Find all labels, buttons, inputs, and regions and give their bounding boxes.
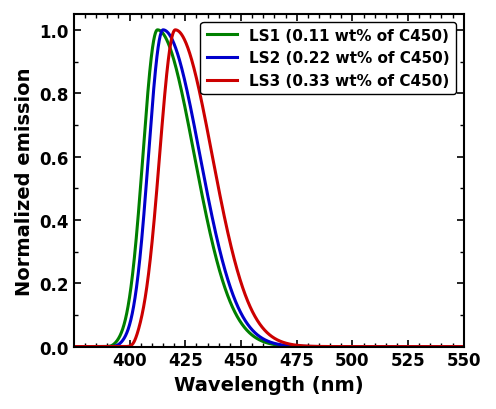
LS1 (0.11 wt% of C450) <box>71 344 77 349</box>
LS1 (0.11 wt% of C450) <box>421 344 427 349</box>
Line: LS3 (0.33 wt% of C450): LS3 (0.33 wt% of C450) <box>74 31 475 347</box>
LS2 (0.22 wt% of C450) <box>242 318 248 323</box>
LS1 (0.11 wt% of C450) <box>242 326 248 331</box>
LS3 (0.33 wt% of C450) <box>225 231 231 236</box>
LS2 (0.22 wt% of C450) <box>421 344 427 349</box>
LS3 (0.33 wt% of C450) <box>472 344 478 349</box>
LS1 (0.11 wt% of C450) <box>225 294 231 299</box>
LS3 (0.33 wt% of C450) <box>140 306 146 310</box>
Line: LS2 (0.22 wt% of C450): LS2 (0.22 wt% of C450) <box>74 31 475 347</box>
LS2 (0.22 wt% of C450) <box>225 277 231 282</box>
LS2 (0.22 wt% of C450) <box>160 28 166 33</box>
LS3 (0.33 wt% of C450) <box>421 344 427 349</box>
LS2 (0.22 wt% of C450) <box>464 344 470 349</box>
LS3 (0.33 wt% of C450) <box>71 344 77 349</box>
Legend: LS1 (0.11 wt% of C450), LS2 (0.22 wt% of C450), LS3 (0.33 wt% of C450): LS1 (0.11 wt% of C450), LS2 (0.22 wt% of… <box>200 22 456 95</box>
LS1 (0.11 wt% of C450) <box>472 344 478 349</box>
LS2 (0.22 wt% of C450) <box>117 342 123 346</box>
LS1 (0.11 wt% of C450) <box>140 146 146 151</box>
LS2 (0.22 wt% of C450) <box>140 218 146 222</box>
LS3 (0.33 wt% of C450) <box>172 28 178 33</box>
LS1 (0.11 wt% of C450) <box>464 344 470 349</box>
LS3 (0.33 wt% of C450) <box>464 344 470 349</box>
LS1 (0.11 wt% of C450) <box>155 28 161 33</box>
X-axis label: Wavelength (nm): Wavelength (nm) <box>174 375 364 394</box>
Line: LS1 (0.11 wt% of C450): LS1 (0.11 wt% of C450) <box>74 31 475 347</box>
LS2 (0.22 wt% of C450) <box>472 344 478 349</box>
LS3 (0.33 wt% of C450) <box>117 344 123 349</box>
LS3 (0.33 wt% of C450) <box>242 292 248 297</box>
Y-axis label: Normalized emission: Normalized emission <box>15 67 34 295</box>
LS2 (0.22 wt% of C450) <box>71 344 77 349</box>
LS1 (0.11 wt% of C450) <box>117 334 123 339</box>
